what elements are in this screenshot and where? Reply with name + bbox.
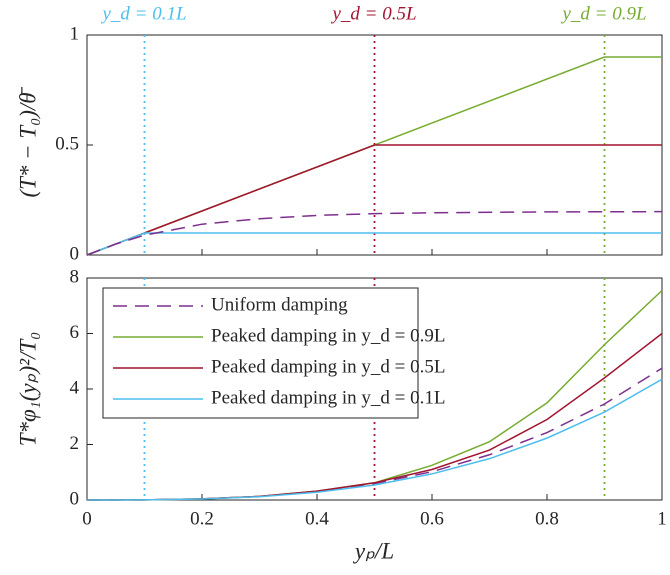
legend: Uniform damping Peaked damping in y_d = 0…: [102, 287, 445, 419]
y-tick-label: 4: [70, 377, 80, 398]
annotation: y_d = 0.5L: [330, 3, 416, 24]
legend-label: Uniform damping: [211, 294, 348, 315]
x-tick-label: 0.2: [190, 508, 214, 529]
y-tick-label: 0: [70, 488, 80, 509]
annotation: y_d = 0.9L: [560, 3, 646, 24]
x-tick-label: 0.4: [305, 508, 329, 529]
x-axis-label: yₚ/L: [353, 538, 394, 563]
annotation: y_d = 0.1L: [100, 3, 186, 24]
legend-label: Peaked damping in y_d = 0.9L: [211, 325, 445, 346]
x-tick-label: 0: [82, 508, 92, 529]
y-axis-label: T*φ₁(yₚ)²/T₀: [15, 332, 40, 446]
legend-label: Peaked damping in y_d = 0.1L: [211, 387, 445, 408]
y-tick-label: 1: [70, 23, 80, 44]
y-tick-label: 2: [70, 433, 80, 454]
legend-box: [102, 287, 419, 419]
series-line: [86, 378, 663, 501]
x-tick-label: 1: [657, 508, 667, 529]
legend-label: Peaked damping in y_d = 0.5L: [211, 356, 445, 377]
y-tick-label: 6: [70, 322, 80, 343]
x-tick-label: 0.6: [420, 508, 444, 529]
y-tick-label: 0.5: [55, 133, 79, 154]
y-axis-label: (T* − T₀)/θ̄: [15, 86, 40, 197]
series-line: [86, 210, 663, 256]
y-tick-label: 0: [70, 243, 80, 264]
x-tick-label: 0.8: [535, 508, 559, 529]
y-tick-label: 8: [70, 266, 80, 287]
